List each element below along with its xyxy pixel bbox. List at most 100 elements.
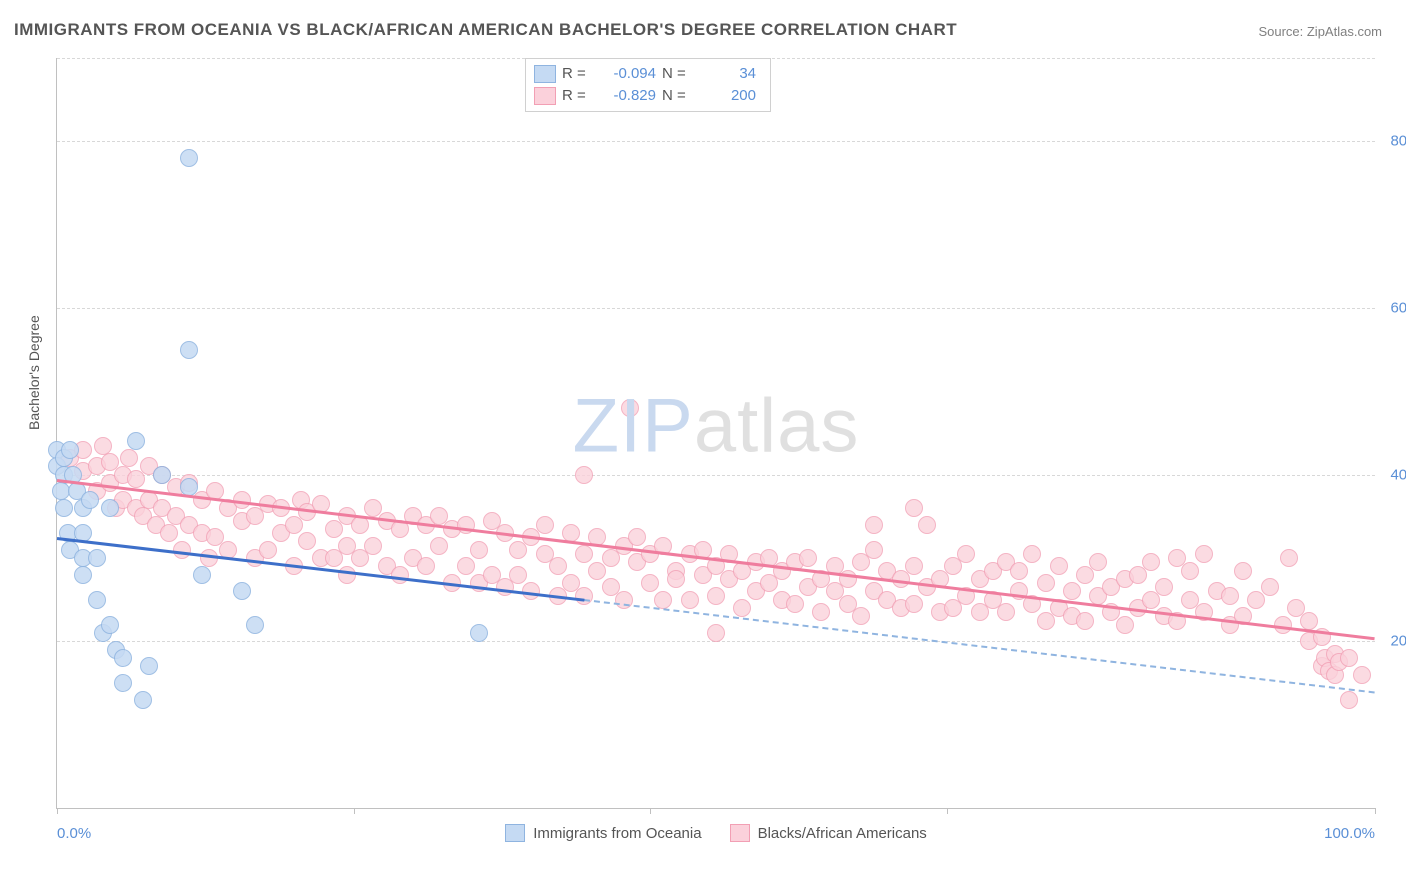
scatter-point — [1050, 557, 1068, 575]
scatter-point — [233, 582, 251, 600]
scatter-point — [134, 691, 152, 709]
scatter-point — [173, 541, 191, 559]
scatter-point — [457, 557, 475, 575]
legend-swatch-blue — [534, 65, 556, 83]
x-tick — [650, 808, 651, 814]
scatter-point — [905, 595, 923, 613]
scatter-point — [81, 491, 99, 509]
scatter-point — [1353, 666, 1371, 684]
scatter-point — [1181, 562, 1199, 580]
legend-correlation: R = -0.094 N = 34 R = -0.829 N = 200 — [525, 58, 771, 112]
watermark-zip: ZIP — [573, 384, 694, 469]
scatter-point — [865, 516, 883, 534]
x-tick-label: 0.0% — [57, 825, 91, 842]
scatter-point — [1037, 574, 1055, 592]
scatter-point — [667, 570, 685, 588]
watermark-atlas: atlas — [694, 384, 860, 469]
scatter-point — [865, 541, 883, 559]
legend-n-value-pink: 200 — [700, 85, 756, 107]
scatter-point — [470, 624, 488, 642]
scatter-point — [1063, 582, 1081, 600]
scatter-point — [55, 499, 73, 517]
scatter-point — [180, 341, 198, 359]
x-tick — [1375, 808, 1376, 814]
y-tick-label: 80.0% — [1390, 133, 1406, 150]
legend-row-blue: R = -0.094 N = 34 — [534, 63, 756, 85]
x-tick — [354, 808, 355, 814]
x-tick — [57, 808, 58, 814]
scatter-point — [94, 437, 112, 455]
scatter-point — [160, 524, 178, 542]
scatter-point — [114, 674, 132, 692]
legend-swatch-pink — [534, 87, 556, 105]
scatter-point — [153, 466, 171, 484]
scatter-point — [193, 566, 211, 584]
scatter-point — [681, 591, 699, 609]
scatter-point — [101, 616, 119, 634]
scatter-point — [549, 557, 567, 575]
legend-r-label: R = — [562, 63, 594, 85]
scatter-point — [364, 537, 382, 555]
scatter-point — [536, 516, 554, 534]
scatter-point — [1010, 562, 1028, 580]
scatter-point — [621, 399, 639, 417]
plot-area: ZIPatlas 20.0%40.0%60.0%80.0% 0.0%100.0%… — [56, 58, 1375, 809]
scatter-point — [707, 624, 725, 642]
scatter-point — [1340, 691, 1358, 709]
scatter-point — [140, 657, 158, 675]
scatter-point — [733, 599, 751, 617]
scatter-point — [430, 537, 448, 555]
scatter-point — [575, 545, 593, 563]
scatter-point — [1234, 562, 1252, 580]
legend-series: Immigrants from Oceania Blacks/African A… — [57, 824, 1375, 842]
scatter-point — [120, 449, 138, 467]
scatter-point — [852, 607, 870, 625]
source-label: Source: ZipAtlas.com — [1258, 24, 1382, 39]
scatter-point — [799, 549, 817, 567]
chart-title: IMMIGRANTS FROM OCEANIA VS BLACK/AFRICAN… — [14, 20, 957, 40]
scatter-point — [298, 532, 316, 550]
scatter-point — [707, 587, 725, 605]
scatter-point — [1023, 545, 1041, 563]
legend-n-label: N = — [662, 63, 694, 85]
y-tick-label: 20.0% — [1390, 633, 1406, 650]
legend-label-pink: Blacks/African Americans — [758, 825, 927, 842]
scatter-point — [1195, 545, 1213, 563]
scatter-point — [417, 557, 435, 575]
scatter-point — [88, 549, 106, 567]
scatter-point — [918, 516, 936, 534]
legend-n-value-blue: 34 — [700, 63, 756, 85]
scatter-point — [246, 616, 264, 634]
scatter-point — [1089, 553, 1107, 571]
watermark: ZIPatlas — [573, 383, 860, 470]
x-tick — [947, 808, 948, 814]
y-tick-label: 60.0% — [1390, 300, 1406, 317]
trendline-blue-solid — [57, 537, 585, 602]
scatter-point — [1116, 616, 1134, 634]
scatter-point — [391, 566, 409, 584]
x-tick-label: 100.0% — [1324, 825, 1375, 842]
legend-r-value-blue: -0.094 — [600, 63, 656, 85]
scatter-point — [786, 595, 804, 613]
scatter-point — [641, 574, 659, 592]
scatter-point — [88, 591, 106, 609]
scatter-point — [127, 432, 145, 450]
legend-swatch-blue — [505, 824, 525, 842]
gridline — [57, 308, 1375, 309]
scatter-point — [905, 557, 923, 575]
legend-n-label: N = — [662, 85, 694, 107]
gridline — [57, 475, 1375, 476]
scatter-point — [1155, 578, 1173, 596]
scatter-point — [1261, 578, 1279, 596]
scatter-point — [957, 545, 975, 563]
scatter-point — [1280, 549, 1298, 567]
scatter-point — [575, 466, 593, 484]
scatter-point — [180, 149, 198, 167]
scatter-point — [1142, 553, 1160, 571]
scatter-point — [74, 566, 92, 584]
scatter-point — [101, 499, 119, 517]
scatter-point — [1076, 612, 1094, 630]
scatter-point — [905, 499, 923, 517]
legend-item-blue: Immigrants from Oceania — [505, 824, 701, 842]
scatter-point — [1300, 612, 1318, 630]
